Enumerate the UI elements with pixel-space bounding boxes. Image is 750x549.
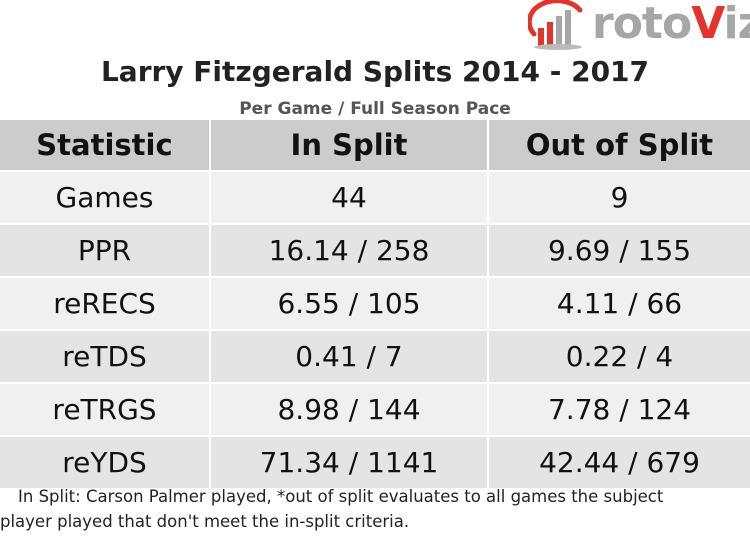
statistic-cell: reYDS xyxy=(0,436,211,490)
out-of-split-cell: 42.44 / 679 xyxy=(488,436,750,490)
statistic-cell: Games xyxy=(0,171,211,225)
table-row: reTDS 0.41 / 7 0.22 / 4 xyxy=(0,330,750,384)
table-row: reYDS 71.34 / 1141 42.44 / 679 xyxy=(0,436,750,490)
table-row: reRECS 6.55 / 105 4.11 / 66 xyxy=(0,277,750,331)
footnote: In Split: Carson Palmer played, *out of … xyxy=(0,484,750,534)
splits-table: Statistic In Split Out of Split Games 44… xyxy=(0,120,750,490)
out-of-split-cell: 9.69 / 155 xyxy=(488,224,750,278)
in-split-cell: 44 xyxy=(210,171,489,225)
logo-wordmark: rotoViz xyxy=(592,0,750,49)
column-header-in-split: In Split xyxy=(210,120,489,172)
table-row: PPR 16.14 / 258 9.69 / 155 xyxy=(0,224,750,278)
statistic-cell: PPR xyxy=(0,224,211,278)
in-split-cell: 16.14 / 258 xyxy=(210,224,489,278)
out-of-split-cell: 0.22 / 4 xyxy=(488,330,750,384)
out-of-split-cell: 7.78 / 124 xyxy=(488,383,750,437)
in-split-cell: 71.34 / 1141 xyxy=(210,436,489,490)
out-of-split-cell: 4.11 / 66 xyxy=(488,277,750,331)
out-of-split-cell: 9 xyxy=(488,171,750,225)
page-subtitle: Per Game / Full Season Pace xyxy=(239,99,511,119)
table-row: Games 44 9 xyxy=(0,171,750,225)
column-header-out-of-split: Out of Split xyxy=(488,120,750,172)
in-split-cell: 0.41 / 7 xyxy=(210,330,489,384)
footnote-line-1: In Split: Carson Palmer played, *out of … xyxy=(18,487,664,506)
in-split-cell: 8.98 / 144 xyxy=(210,383,489,437)
table-header-row: Statistic In Split Out of Split xyxy=(0,120,750,172)
statistic-cell: reRECS xyxy=(0,277,211,331)
in-split-cell: 6.55 / 105 xyxy=(210,277,489,331)
column-header-statistic: Statistic xyxy=(0,120,211,172)
bar-chart-logo-icon xyxy=(528,0,583,50)
rotoviz-logo: rotoViz xyxy=(528,0,750,52)
page-title: Larry Fitzgerald Splits 2014 - 2017 xyxy=(100,55,650,88)
statistic-cell: reTRGS xyxy=(0,383,211,437)
footnote-line-2: player played that don't meet the in-spl… xyxy=(0,512,410,531)
statistic-cell: reTDS xyxy=(0,330,211,384)
table-row: reTRGS 8.98 / 144 7.78 / 124 xyxy=(0,383,750,437)
